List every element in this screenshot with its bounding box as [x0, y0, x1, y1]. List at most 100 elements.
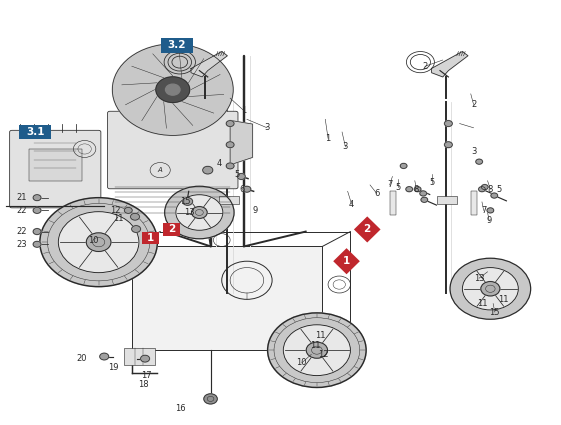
Text: 16: 16: [176, 404, 186, 413]
Text: 3: 3: [343, 142, 348, 151]
Text: 20: 20: [77, 354, 87, 363]
Circle shape: [487, 208, 494, 213]
Circle shape: [226, 121, 234, 127]
Circle shape: [100, 353, 109, 360]
Circle shape: [268, 313, 366, 388]
Circle shape: [481, 184, 488, 190]
Text: 3: 3: [471, 147, 476, 156]
FancyBboxPatch shape: [108, 111, 238, 189]
Circle shape: [420, 191, 426, 196]
Polygon shape: [437, 196, 457, 204]
Text: 12: 12: [318, 350, 328, 359]
Polygon shape: [191, 51, 227, 77]
FancyBboxPatch shape: [163, 223, 180, 236]
Circle shape: [400, 163, 407, 168]
FancyBboxPatch shape: [142, 232, 159, 244]
Text: 11: 11: [498, 295, 508, 304]
Circle shape: [479, 187, 485, 192]
Text: 1: 1: [147, 233, 154, 243]
Text: 15: 15: [180, 197, 191, 207]
Text: 10: 10: [88, 235, 98, 244]
Text: 5: 5: [496, 185, 502, 194]
Text: 13: 13: [185, 208, 195, 217]
FancyBboxPatch shape: [390, 191, 396, 215]
Circle shape: [414, 187, 421, 192]
Text: 5: 5: [396, 183, 401, 192]
Circle shape: [476, 159, 482, 164]
Circle shape: [237, 173, 245, 179]
Circle shape: [203, 166, 213, 174]
Circle shape: [191, 207, 207, 218]
Circle shape: [176, 195, 223, 230]
FancyBboxPatch shape: [20, 125, 52, 139]
Circle shape: [481, 281, 500, 296]
Circle shape: [444, 142, 452, 148]
Circle shape: [33, 229, 41, 235]
Circle shape: [491, 193, 498, 198]
Circle shape: [131, 213, 140, 220]
Text: 22: 22: [17, 206, 27, 215]
Text: 11: 11: [477, 299, 487, 308]
Text: 1: 1: [343, 256, 350, 266]
Text: 2: 2: [168, 224, 175, 235]
Polygon shape: [354, 216, 380, 243]
FancyBboxPatch shape: [161, 38, 193, 53]
Text: 4: 4: [217, 159, 222, 168]
Text: 10: 10: [297, 358, 307, 367]
Text: 9: 9: [252, 206, 258, 215]
Text: 2: 2: [422, 62, 427, 71]
Circle shape: [165, 84, 180, 95]
Text: 11: 11: [310, 341, 320, 351]
Circle shape: [462, 268, 518, 310]
Text: 9: 9: [486, 216, 492, 226]
Circle shape: [112, 44, 233, 136]
Text: A: A: [158, 167, 163, 173]
Text: 22: 22: [17, 227, 27, 236]
Text: 2: 2: [471, 100, 476, 109]
Circle shape: [58, 212, 139, 273]
Circle shape: [421, 197, 427, 202]
Circle shape: [444, 121, 452, 127]
Text: 3: 3: [264, 123, 270, 132]
Text: 4: 4: [349, 199, 354, 209]
Text: 21: 21: [17, 193, 27, 202]
Circle shape: [33, 241, 41, 247]
Text: 2: 2: [364, 224, 371, 235]
Text: 11: 11: [113, 213, 123, 223]
Circle shape: [125, 207, 132, 213]
Text: 17: 17: [141, 371, 151, 380]
Circle shape: [165, 186, 234, 239]
Polygon shape: [333, 248, 360, 274]
Text: 6: 6: [374, 189, 379, 198]
Circle shape: [243, 186, 251, 192]
Circle shape: [86, 233, 111, 252]
FancyBboxPatch shape: [29, 149, 82, 181]
Text: 7: 7: [387, 181, 392, 190]
Polygon shape: [219, 196, 238, 204]
Circle shape: [33, 195, 41, 201]
Circle shape: [204, 394, 217, 404]
Text: 3.2: 3.2: [168, 40, 186, 50]
Circle shape: [156, 77, 190, 102]
FancyBboxPatch shape: [124, 348, 155, 365]
FancyBboxPatch shape: [471, 191, 477, 215]
Text: 19: 19: [108, 363, 119, 371]
Text: 7: 7: [481, 206, 486, 215]
Text: 1: 1: [241, 106, 247, 115]
FancyBboxPatch shape: [10, 130, 101, 208]
Text: 8: 8: [488, 185, 493, 194]
Text: 15: 15: [490, 308, 500, 317]
Circle shape: [226, 163, 234, 169]
Text: 8: 8: [414, 185, 419, 194]
Circle shape: [283, 325, 351, 376]
Text: 12: 12: [110, 206, 121, 215]
Polygon shape: [132, 246, 323, 350]
Circle shape: [450, 258, 531, 319]
Text: 5: 5: [234, 170, 240, 179]
Circle shape: [33, 207, 41, 213]
Text: 3.1: 3.1: [26, 127, 45, 137]
Circle shape: [306, 342, 328, 358]
Polygon shape: [431, 51, 468, 77]
Circle shape: [182, 198, 192, 205]
Text: 18: 18: [138, 380, 149, 388]
